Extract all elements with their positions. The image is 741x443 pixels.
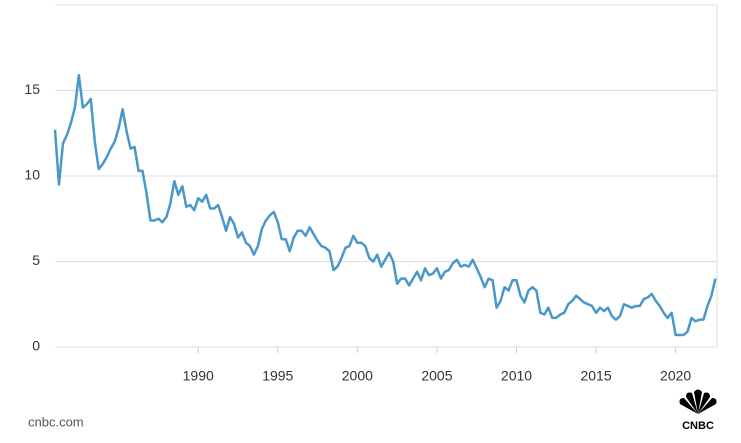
x-tick-label: 2015 <box>580 368 611 384</box>
x-tick-label: 2005 <box>421 368 452 384</box>
x-tick-label: 2000 <box>342 368 373 384</box>
y-tick-label: 10 <box>24 167 40 183</box>
line <box>53 73 717 337</box>
logo-text: CNBC <box>682 420 714 432</box>
x-tick-label: 1995 <box>262 368 293 384</box>
x-tick-label: 2010 <box>501 368 532 384</box>
logo: CNBC <box>679 389 717 432</box>
x-tick-label: 1990 <box>183 368 214 384</box>
source: cnbc.com <box>28 414 84 429</box>
y-tick-label: 0 <box>32 338 40 354</box>
x-tick-label: 2020 <box>660 368 691 384</box>
y-tick-label: 15 <box>24 81 40 97</box>
y-tick-label: 5 <box>32 252 40 268</box>
